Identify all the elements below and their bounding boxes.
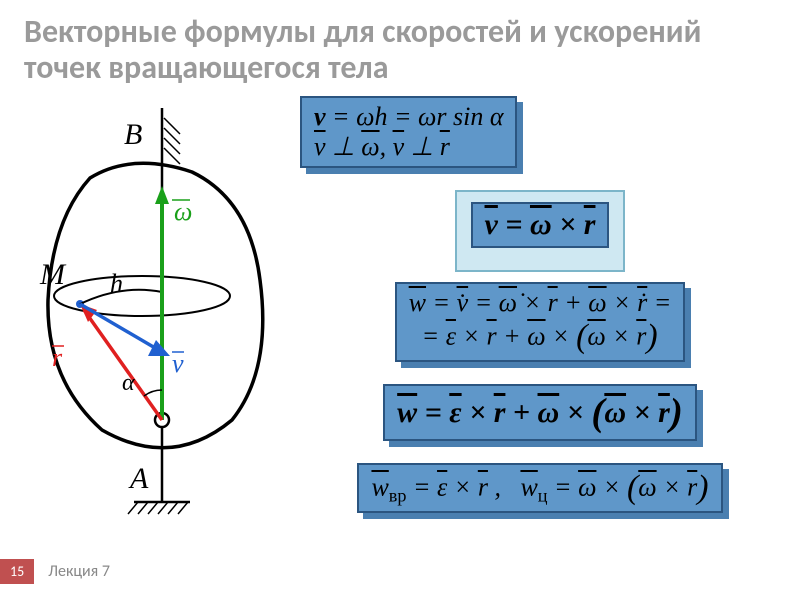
lecture-label: Лекция 7 <box>48 562 110 581</box>
formula-box-velocity-vector: v = ω × r <box>455 190 626 272</box>
formula-box-velocity-scalar: v = ωh = ωr sin α v ⊥ ω, v ⊥ r <box>300 96 517 168</box>
formula-box-accel-deriv: w = v̇ = ω̇ × r + ω × ṙ = = ε × r + ω ×… <box>395 282 686 362</box>
svg-text:M: M <box>39 258 67 291</box>
svg-text:v: v <box>172 349 184 378</box>
svg-text:α: α <box>122 370 135 396</box>
formula-box-accel-components: wвр = ε × r , wц = ω × (ω × r) <box>357 463 722 513</box>
formula-column: v = ωh = ωr sin α v ⊥ ω, v ⊥ r v = ω × r… <box>300 96 780 535</box>
formula-box-accel-result: w = ε × r + ω × (ω × r) <box>383 384 697 441</box>
page-number: 15 <box>0 559 34 584</box>
slide-title: Векторные формулы для скоростей и ускоре… <box>0 0 800 90</box>
svg-text:A: A <box>128 462 149 495</box>
svg-text:ω: ω <box>174 197 192 226</box>
rotation-diagram: B A M h ω r v α <box>22 100 292 520</box>
svg-text:B: B <box>124 118 142 151</box>
svg-text:r: r <box>52 343 63 372</box>
slide-footer: 15 Лекция 7 <box>0 559 110 584</box>
slide-content: B A M h ω r v α v = ωh = ωr sin α v ⊥ ω,… <box>0 90 800 570</box>
svg-text:h: h <box>110 269 123 298</box>
